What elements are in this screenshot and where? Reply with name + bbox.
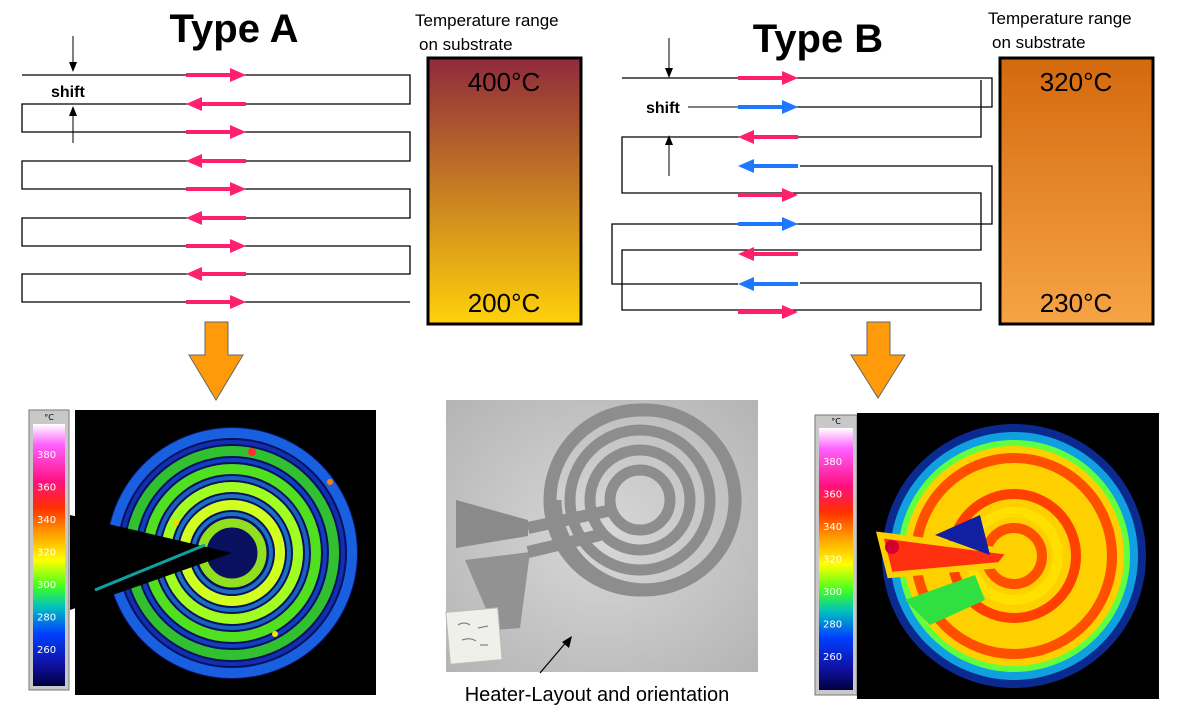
type-b-down-arrow (850, 321, 906, 399)
scale-tick-label: 320 (37, 548, 56, 559)
type-b-arrow-right (738, 100, 798, 114)
type-a-temp-high: 400°C (468, 67, 541, 97)
scale-tick-label: 300 (37, 580, 56, 591)
scale-tick-label: 360 (823, 490, 842, 501)
photo-caption: Heater-Layout and orientation (465, 684, 730, 706)
scale-tick-label: 280 (823, 620, 842, 631)
scale-tick-label: 260 (823, 652, 842, 663)
type-b-shift-indicator: shift (646, 38, 738, 176)
type-a-shift-indicator: shift (51, 36, 85, 143)
scale-tick-label: 260 (37, 645, 56, 656)
type-b-arrow-left (738, 130, 798, 144)
type-b-thermal-image (857, 413, 1159, 699)
scale-tick-label: 340 (823, 522, 842, 533)
type-b-temperature-bar: 320°C 230°C (998, 56, 1155, 326)
type-b-thermal-scale: °C 380 360 340 320 300 280 260 (814, 414, 858, 696)
type-b-arrow-left (738, 277, 798, 291)
type-b-serpentine-heater (611, 77, 993, 311)
scale-tick-label: 380 (823, 457, 842, 468)
type-a-arrow-left (186, 211, 246, 225)
scale-tick-label: 360 (37, 483, 56, 494)
type-b-arrow-right (738, 188, 798, 202)
type-a-arrow-right (186, 239, 246, 253)
type-b-temp-high: 320°C (1040, 67, 1113, 97)
type-a-temp-low: 200°C (468, 288, 541, 318)
type-b-current-arrows (738, 71, 798, 319)
type-a-arrow-right (186, 295, 246, 309)
type-a-arrow-right (186, 125, 246, 139)
type-a-shift-label: shift (51, 84, 85, 101)
scale-tick-label: 380 (37, 450, 56, 461)
type-b-temp-low: 230°C (1040, 288, 1113, 318)
type-b-arrow-left (738, 247, 798, 261)
type-b-arrow-left (738, 159, 798, 173)
type-a-title: Type A (170, 7, 299, 51)
type-b-arrow-right (738, 71, 798, 85)
type-b-scale-unit: °C (831, 417, 841, 426)
type-a-temperature-bar: 400°C 200°C (426, 56, 583, 326)
type-a-arrow-right (186, 182, 246, 196)
type-b-title: Type B (753, 17, 883, 61)
type-a-arrow-left (186, 97, 246, 111)
heater-layout-photo (445, 400, 758, 674)
scale-tick-label: 300 (823, 587, 842, 598)
type-a-thermal-scale: °C 380 360 340 320 300 280 260 (28, 409, 70, 691)
scale-tick-label: 280 (37, 613, 56, 624)
type-b-range-header-line1: Temperature range (988, 9, 1132, 28)
type-a-down-arrow (188, 321, 244, 401)
type-a-current-arrows (186, 68, 246, 309)
scale-tick-label: 340 (37, 515, 56, 526)
type-a-arrow-left (186, 267, 246, 281)
type-a-thermal-image (70, 410, 376, 695)
type-a-scale-unit: °C (44, 413, 54, 422)
type-b-range-header-line2: on substrate (992, 33, 1086, 52)
type-a-arrow-right (186, 68, 246, 82)
type-b-arrow-right (738, 217, 798, 231)
type-b-arrow-right (738, 305, 798, 319)
type-a-arrow-left (186, 154, 246, 168)
scale-tick-label: 320 (823, 555, 842, 566)
type-b-shift-label: shift (646, 100, 680, 117)
type-a-range-header-line2: on substrate (419, 35, 513, 54)
type-a-range-header-line1: Temperature range (415, 11, 559, 30)
